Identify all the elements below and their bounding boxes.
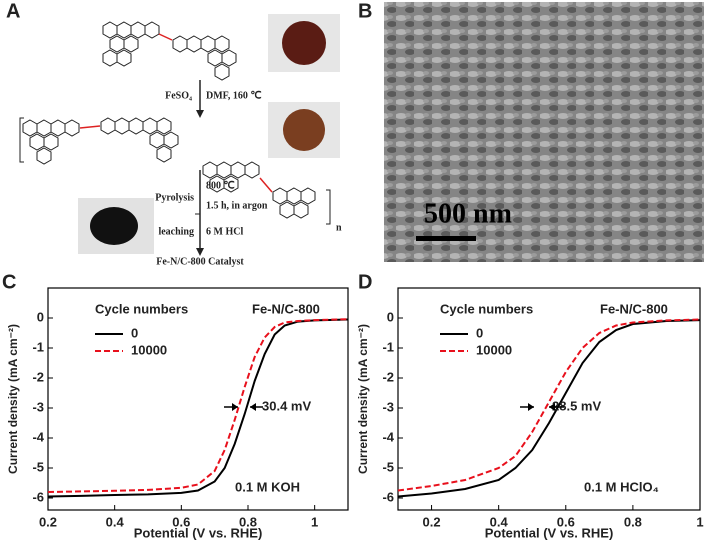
monomer: [102, 21, 237, 81]
y-tick-label: 0: [387, 309, 394, 324]
x-axis-label: Potential (V vs. RHE): [134, 525, 263, 540]
y-tick-label: -4: [32, 429, 44, 444]
y-tick-label: -5: [382, 459, 394, 474]
arrow-head: [250, 403, 256, 411]
y-tick-label: -3: [382, 399, 394, 414]
conditions: DMF, 160 ℃: [206, 90, 262, 101]
y-tick-label: -1: [382, 339, 394, 354]
scheme: FeSO₄ DMF, 160 ℃ n 800 ℃ Pyrolysis 1.5 h…: [19, 14, 342, 267]
x-tick-label: 1: [696, 514, 703, 529]
x-tick-label: 0.2: [423, 514, 441, 529]
y-tick-label: -2: [32, 369, 44, 384]
x-tick-label: 0.4: [490, 514, 509, 529]
panel-label: C: [2, 271, 16, 293]
repeat-unit: n: [336, 222, 342, 233]
scale-bar-label: 500 nm: [424, 198, 512, 229]
time: 1.5 h, in argon: [206, 200, 268, 211]
polymer: [19, 117, 331, 225]
arrow-head: [232, 403, 238, 411]
panel-label: A: [6, 0, 20, 22]
series-line: [397, 319, 701, 498]
scale-bar: [416, 236, 476, 241]
series-line: [47, 318, 349, 498]
series-line: [397, 318, 701, 492]
product: Fe-N/C-800 Catalyst: [156, 256, 244, 267]
y-axis-label: Current density (mA cm⁻²): [6, 324, 20, 474]
y-tick-label: -1: [32, 339, 44, 354]
x-tick-label: 0.6: [557, 514, 575, 529]
plot-frame: [397, 287, 701, 511]
sem-image: [384, 2, 704, 262]
leaching: leaching: [158, 226, 194, 237]
x-tick-label: 1: [311, 514, 318, 529]
y-tick-label: -3: [32, 399, 44, 414]
arrow-head: [549, 403, 555, 411]
arrow-head: [528, 403, 534, 411]
legend-label: 0: [131, 325, 138, 340]
annotation: 0.1 M HClO₄: [584, 479, 659, 494]
y-tick-label: -6: [32, 489, 44, 504]
plot-frame: [47, 287, 349, 511]
panel-label: B: [358, 0, 372, 22]
legend-label: 0: [476, 325, 483, 340]
legend-title: Cycle numbers: [440, 301, 533, 316]
x-tick-label: 0.4: [106, 514, 125, 529]
annotation: 0.1 M KOH: [235, 479, 300, 494]
temperature: 800 ℃: [206, 180, 235, 191]
legend-title: Cycle numbers: [95, 301, 188, 316]
y-tick-label: 0: [37, 309, 44, 324]
pyrolysis: Pyrolysis: [155, 192, 194, 203]
annotation: 28.5 mV: [552, 398, 601, 413]
annotation: Fe-N/C-800: [252, 301, 320, 316]
annotation: 30.4 mV: [262, 398, 311, 413]
y-tick-label: -4: [382, 429, 394, 444]
reagent: FeSO₄: [165, 90, 192, 101]
y-axis-label: Current density (mA cm⁻²): [356, 324, 370, 474]
y-tick-label: -2: [382, 369, 394, 384]
x-axis-label: Potential (V vs. RHE): [485, 525, 614, 540]
series-line: [47, 318, 349, 493]
x-tick-label: 0.8: [624, 514, 642, 529]
y-tick-label: -5: [32, 459, 44, 474]
legend-label: 10000: [131, 342, 167, 357]
acid: 6 M HCl: [206, 226, 243, 237]
y-tick-label: -6: [382, 489, 394, 504]
x-tick-label: 0.8: [239, 514, 257, 529]
legend-label: 10000: [476, 342, 512, 357]
x-tick-label: 0.2: [39, 514, 57, 529]
x-tick-label: 0.6: [172, 514, 190, 529]
panel-label: D: [358, 271, 372, 293]
annotation: Fe-N/C-800: [600, 301, 668, 316]
